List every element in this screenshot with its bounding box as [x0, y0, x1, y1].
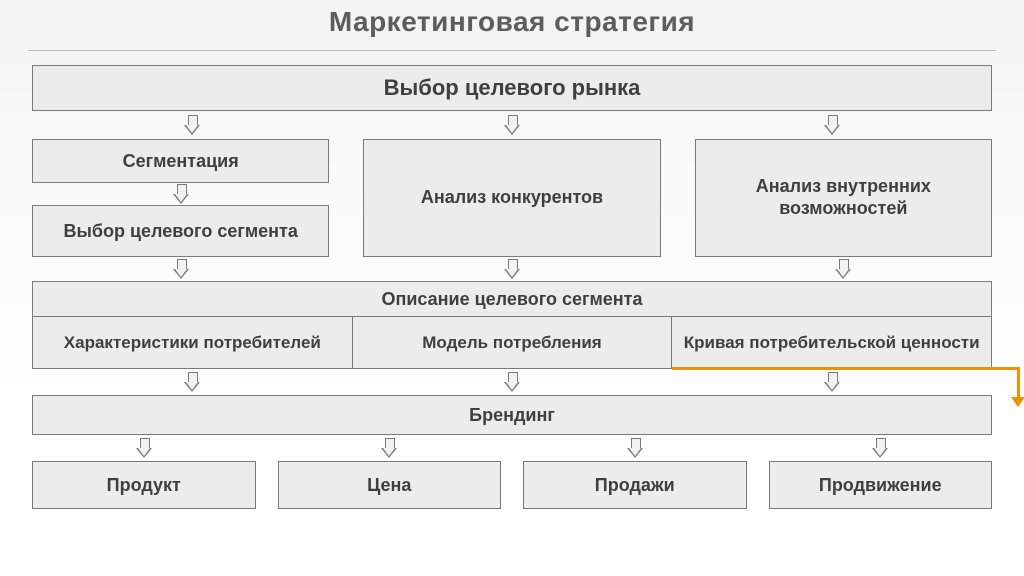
box-product: Продукт: [32, 461, 256, 509]
segment-subrow: Характеристики потребителей Модель потре…: [32, 317, 992, 369]
bottom-row: Продукт Цена Продажи Продвижение: [32, 461, 992, 509]
box-target-segment: Выбор целевого сегмента: [32, 205, 329, 257]
arrow-down-icon: [504, 372, 520, 392]
arrow-down-icon: [136, 438, 152, 458]
subcell-characteristics: Характеристики потребителей: [32, 317, 353, 369]
box-internal-analysis: Анализ внутренних возможностей: [695, 139, 992, 257]
arrow-down-icon: [627, 438, 643, 458]
arrows-r2: [32, 257, 992, 281]
col-segmentation: Сегментация Выбор целевого сегмента: [32, 139, 329, 257]
arrow-down-icon: [504, 259, 520, 279]
arrow-down-icon: [173, 184, 189, 204]
arrows-r4: [32, 435, 992, 461]
col-internal: Анализ внутренних возможностей: [695, 139, 992, 257]
title-underline: [28, 50, 996, 51]
arrows-r3: [32, 369, 992, 395]
accent-line: [672, 367, 1020, 370]
box-segmentation: Сегментация: [32, 139, 329, 183]
arrow-down-icon: [835, 259, 851, 279]
box-segment-description: Описание целевого сегмента: [32, 281, 992, 317]
arrows-r1: [32, 111, 992, 139]
arrow-down-icon: [504, 115, 520, 135]
box-branding: Брендинг: [32, 395, 992, 435]
box-sales: Продажи: [523, 461, 747, 509]
subcell-consumption-model: Модель потребления: [353, 317, 673, 369]
box-target-market: Выбор целевого рынка: [32, 65, 992, 111]
arrow-down-icon: [184, 372, 200, 392]
accent-line-vertical: [1017, 367, 1020, 397]
arrow-down-icon: [824, 115, 840, 135]
box-competitor-analysis: Анализ конкурентов: [363, 139, 660, 257]
flowchart: Выбор целевого рынка Сегментация Выбор ц…: [32, 65, 992, 509]
arrow-down-icon: [173, 259, 189, 279]
arrow-down-icon: [381, 438, 397, 458]
title-row: Маркетинговая стратегия: [0, 0, 1024, 46]
slide: Маркетинговая стратегия Выбор целевого р…: [0, 0, 1024, 576]
box-promotion: Продвижение: [769, 461, 993, 509]
col-competitors: Анализ конкурентов: [363, 139, 660, 257]
arrow-down-icon: [872, 438, 888, 458]
arrow-down-icon: [184, 115, 200, 135]
accent-arrowhead-icon: [1011, 397, 1024, 407]
arrow-down-icon: [824, 372, 840, 392]
subcell-value-curve: Кривая потребительской ценности: [672, 317, 992, 369]
page-title: Маркетинговая стратегия: [0, 6, 1024, 38]
box-price: Цена: [278, 461, 502, 509]
columns-row: Сегментация Выбор целевого сегмента Анал…: [32, 139, 992, 257]
